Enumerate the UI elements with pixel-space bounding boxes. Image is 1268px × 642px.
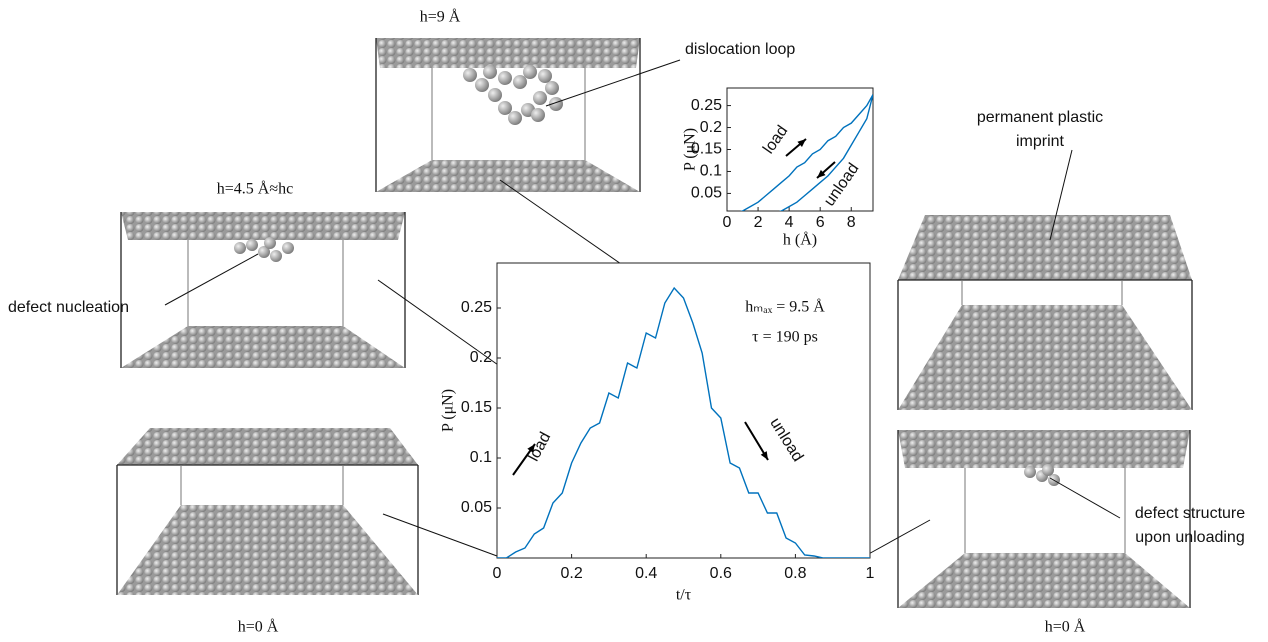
y-tick-label: 0.15 — [461, 399, 492, 416]
arrow-head — [760, 451, 768, 460]
series-group — [497, 286, 870, 558]
snapshot-label: h=4.5 Å≈hc — [217, 180, 293, 198]
plot-area — [726, 87, 874, 212]
arrow-head — [527, 444, 535, 453]
x-tick-label: 8 — [847, 214, 856, 231]
annotation: defect nucleation — [8, 299, 129, 316]
annotation: upon unloading — [1135, 529, 1244, 546]
y-tick-label: 0.05 — [461, 499, 492, 516]
line — [739, 94, 873, 211]
annotation: τ = 190 ps — [752, 329, 818, 346]
arrow-head — [817, 169, 826, 178]
y-tick-label: 0.2 — [470, 349, 492, 366]
y-axis-label: P (μN) — [682, 128, 699, 171]
y-tick-label: 0.25 — [461, 299, 492, 316]
annotation: permanent plastic — [977, 109, 1103, 126]
x-tick-label: 0.2 — [560, 565, 582, 582]
snapshot-label: h=0 Å — [1045, 618, 1086, 636]
snapshot-label: h=0 Å — [238, 618, 279, 636]
annotation: hₘₐₓ = 9.5 Å — [745, 298, 825, 316]
arrow-head — [797, 139, 806, 148]
snapshot-h45 — [120, 212, 406, 368]
x-tick-label: 0.6 — [710, 565, 732, 582]
annotation: imprint — [1016, 133, 1065, 150]
x-tick-label: 4 — [785, 214, 794, 231]
series-group — [739, 94, 873, 211]
plot-area — [496, 262, 871, 559]
snapshot-h0-left — [116, 428, 419, 595]
x-tick-label: 0 — [723, 214, 732, 231]
y-tick-label: 0.15 — [691, 141, 722, 158]
snapshot-imprint — [897, 149, 1193, 410]
y-tick-label: 0.1 — [470, 449, 492, 466]
x-axis-label: h (Å) — [783, 231, 817, 249]
y-axis-label: P (μN) — [440, 389, 457, 432]
line — [778, 94, 873, 211]
x-axis-label: t/τ — [676, 587, 692, 604]
snapshot-h9 — [375, 38, 681, 192]
y-tick-label: 0.2 — [700, 119, 722, 136]
line — [497, 286, 870, 558]
x-tick-label: 6 — [816, 214, 825, 231]
snapshot-label: h=9 Å — [420, 8, 461, 26]
annotation: defect structure — [1135, 505, 1245, 522]
x-tick-label: 0.4 — [635, 565, 657, 582]
x-tick-label: 1 — [866, 565, 875, 582]
x-tick-label: 0 — [493, 565, 502, 582]
x-tick-label: 2 — [754, 214, 763, 231]
x-tick-label: 0.8 — [784, 565, 806, 582]
annotation: dislocation loop — [685, 41, 795, 58]
y-tick-label: 0.25 — [691, 97, 722, 114]
snapshot-h0-right — [897, 430, 1191, 608]
y-tick-label: 0.05 — [691, 185, 722, 202]
y-tick-label: 0.1 — [700, 163, 722, 180]
